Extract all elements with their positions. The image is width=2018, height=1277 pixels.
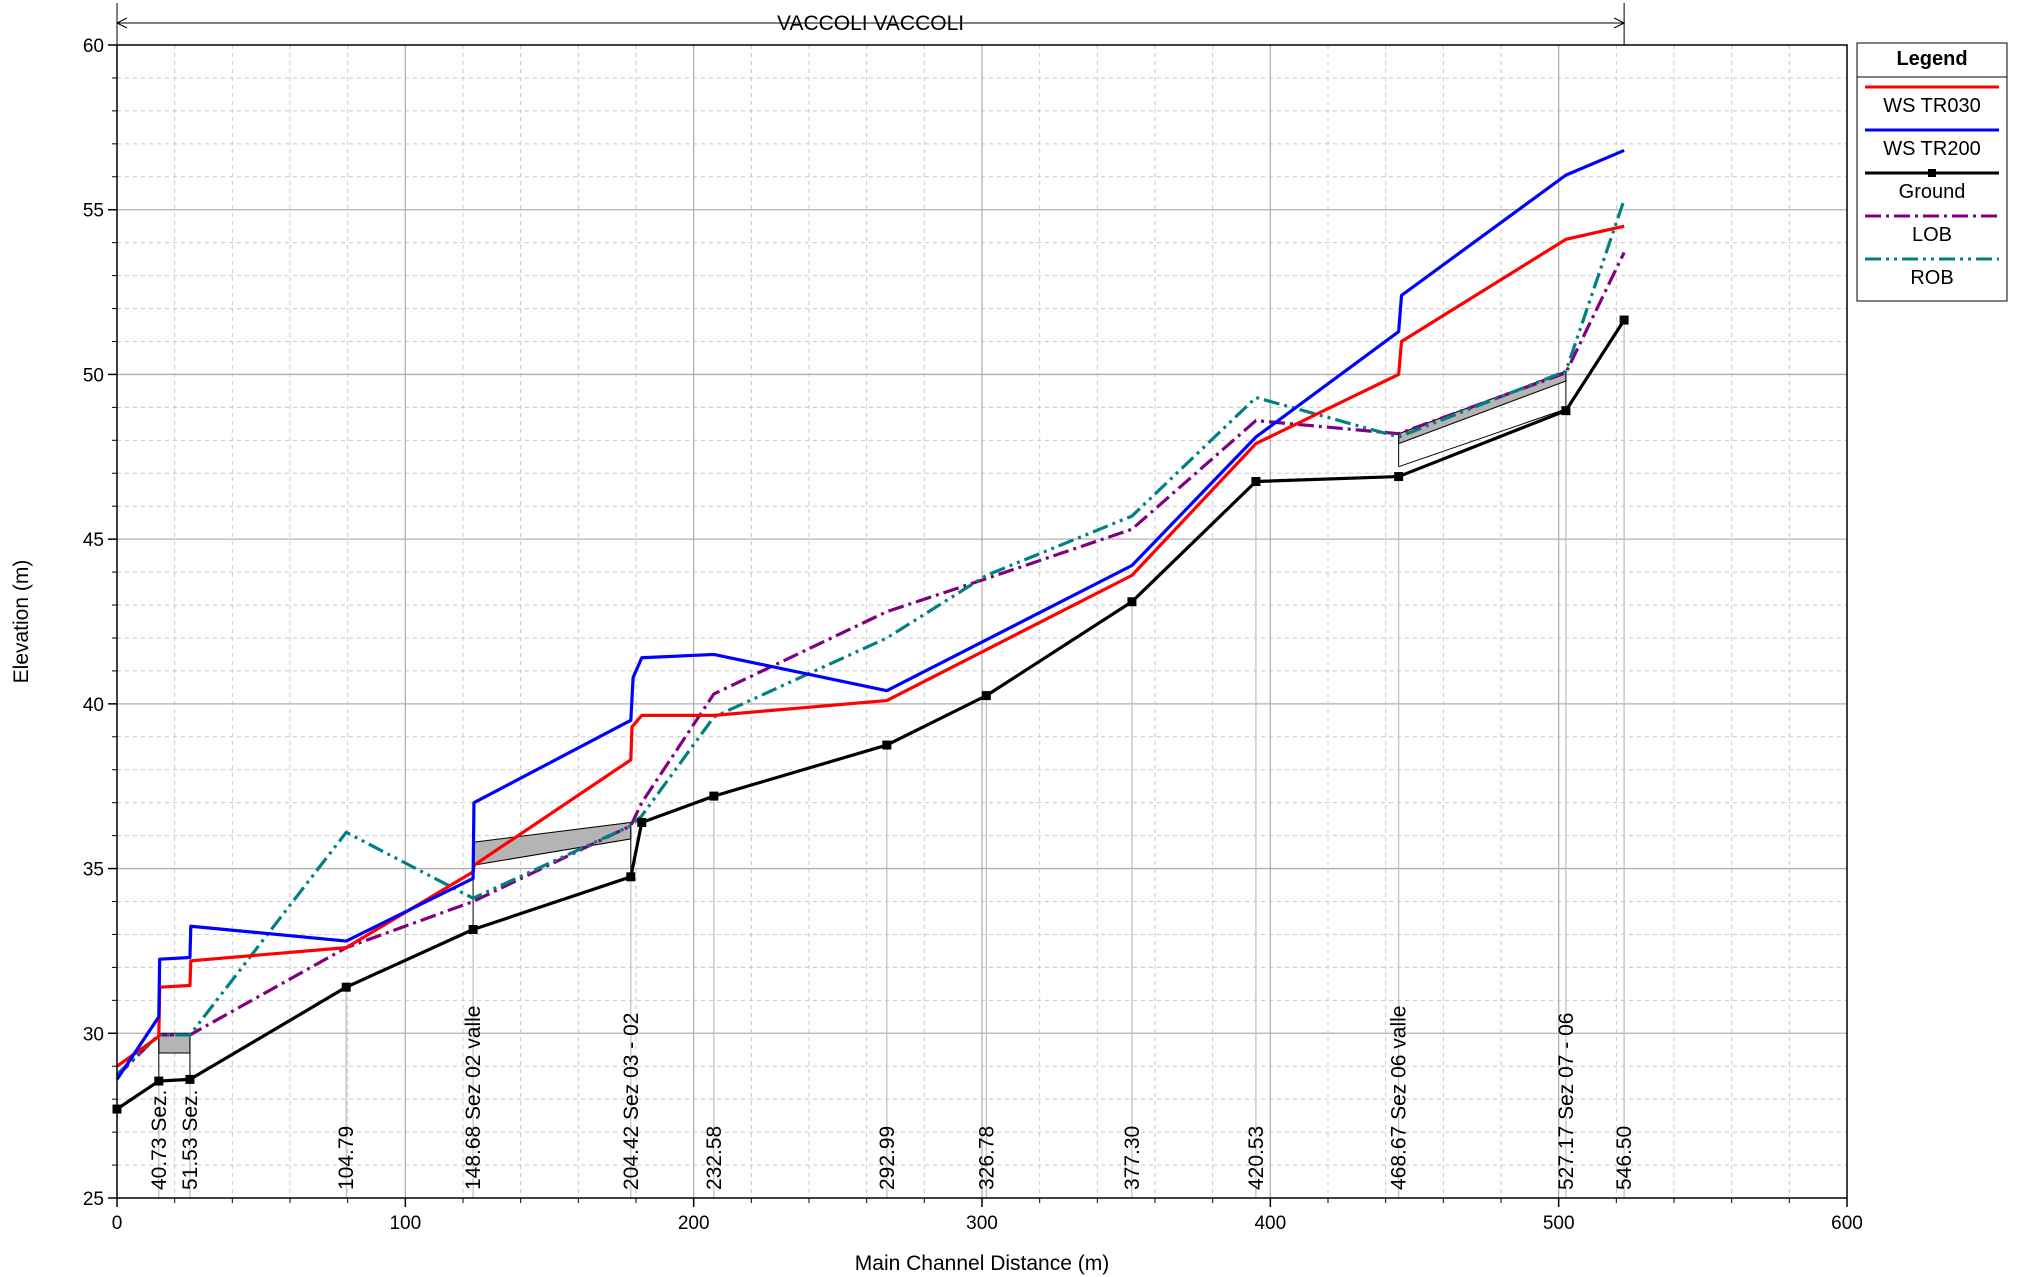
y-tick-label: 35: [83, 860, 104, 881]
legend-title: Legend: [1896, 48, 1967, 70]
legend-entry: WS TR030: [1883, 95, 1980, 117]
ground-marker: [709, 791, 719, 801]
x-tick-label: 300: [966, 1213, 998, 1234]
y-tick-label: 45: [83, 530, 104, 551]
x-tick-label: 0: [112, 1213, 123, 1234]
station-labels: 40.73 Sez. 51.53 Sez. 104.79 148.68 Sez 02 …: [148, 1006, 1636, 1190]
y-tick-label: 60: [83, 36, 104, 57]
y-axis-label: Elevation (m): [10, 560, 33, 684]
station-label: 232.58: [703, 1126, 726, 1190]
series-line-ws-tr200: [115, 148, 1625, 1081]
station-label: 546.50: [1613, 1126, 1636, 1190]
station-label: 104.79: [335, 1126, 358, 1190]
legend-entry: Ground: [1899, 181, 1966, 203]
reach-arrow-left: [115, 17, 128, 29]
gridlines: [117, 45, 1847, 1198]
y-tick-label: 50: [83, 365, 104, 386]
x-tick-label: 400: [1254, 1213, 1286, 1234]
station-label: 51.53 Sez.: [179, 1090, 202, 1190]
bridge-low-chord: [1398, 408, 1567, 468]
ground-marker: [626, 872, 636, 882]
station-label: 326.78: [975, 1126, 998, 1190]
reach-arrow-right: [1613, 17, 1626, 29]
station-label: 527.17 Sez 07 - 06: [1555, 1013, 1578, 1190]
station-label: 40.73 Sez.: [148, 1090, 171, 1190]
x-tick-label: 100: [389, 1213, 421, 1234]
station-label: 377.30: [1121, 1126, 1144, 1190]
ground-marker: [341, 982, 351, 992]
axes: 0 100 200 300 400 500 600 25 30 35 40 45 50 55 60: [83, 36, 1863, 1234]
ground-marker: [1394, 472, 1404, 482]
ground-marker: [981, 691, 991, 701]
station-label: 204.42 Sez 03 - 02: [620, 1013, 643, 1190]
y-tick-label: 55: [83, 201, 104, 222]
ground-marker: [185, 1074, 195, 1084]
y-tick-label: 30: [83, 1024, 104, 1045]
ground-marker: [637, 817, 647, 827]
ground-marker: [1561, 406, 1571, 416]
x-tick-label: 500: [1543, 1213, 1575, 1234]
reach-marker: VACCOLI VACCOLI: [115, 3, 1626, 45]
y-tick-label: 25: [83, 1189, 104, 1210]
legend-entry: WS TR200: [1883, 138, 1980, 160]
series-lines: [112, 148, 1629, 1114]
legend-marker: [1928, 169, 1936, 177]
series-line-ws-tr030: [116, 224, 1625, 1068]
x-tick-label: 600: [1831, 1213, 1863, 1234]
y-tick-label: 40: [83, 695, 104, 716]
ground-marker: [1251, 476, 1261, 486]
ground-marker: [468, 925, 478, 935]
ground-marker: [882, 740, 892, 750]
x-tick-label: 200: [678, 1213, 710, 1234]
ground-marker: [1127, 597, 1137, 607]
ground-marker: [1619, 315, 1629, 325]
series-line-lob: [115, 251, 1626, 1078]
station-lines: [158, 320, 1625, 1198]
station-label: 468.67 Sez 06 valle: [1388, 1006, 1411, 1190]
station-label: 292.99: [876, 1126, 899, 1190]
station-label: 148.68 Sez 02 valle: [462, 1006, 485, 1190]
ground-marker: [154, 1076, 164, 1086]
station-label: 420.53: [1245, 1126, 1268, 1190]
legend: Legend WS TR030 WS TR200 Ground LOB ROB: [1856, 42, 2008, 302]
legend-entry: LOB: [1912, 224, 1952, 246]
x-axis-label: Main Channel Distance (m): [855, 1252, 1109, 1275]
legend-entry: ROB: [1910, 267, 1953, 289]
series-line-rob: [115, 199, 1626, 1076]
